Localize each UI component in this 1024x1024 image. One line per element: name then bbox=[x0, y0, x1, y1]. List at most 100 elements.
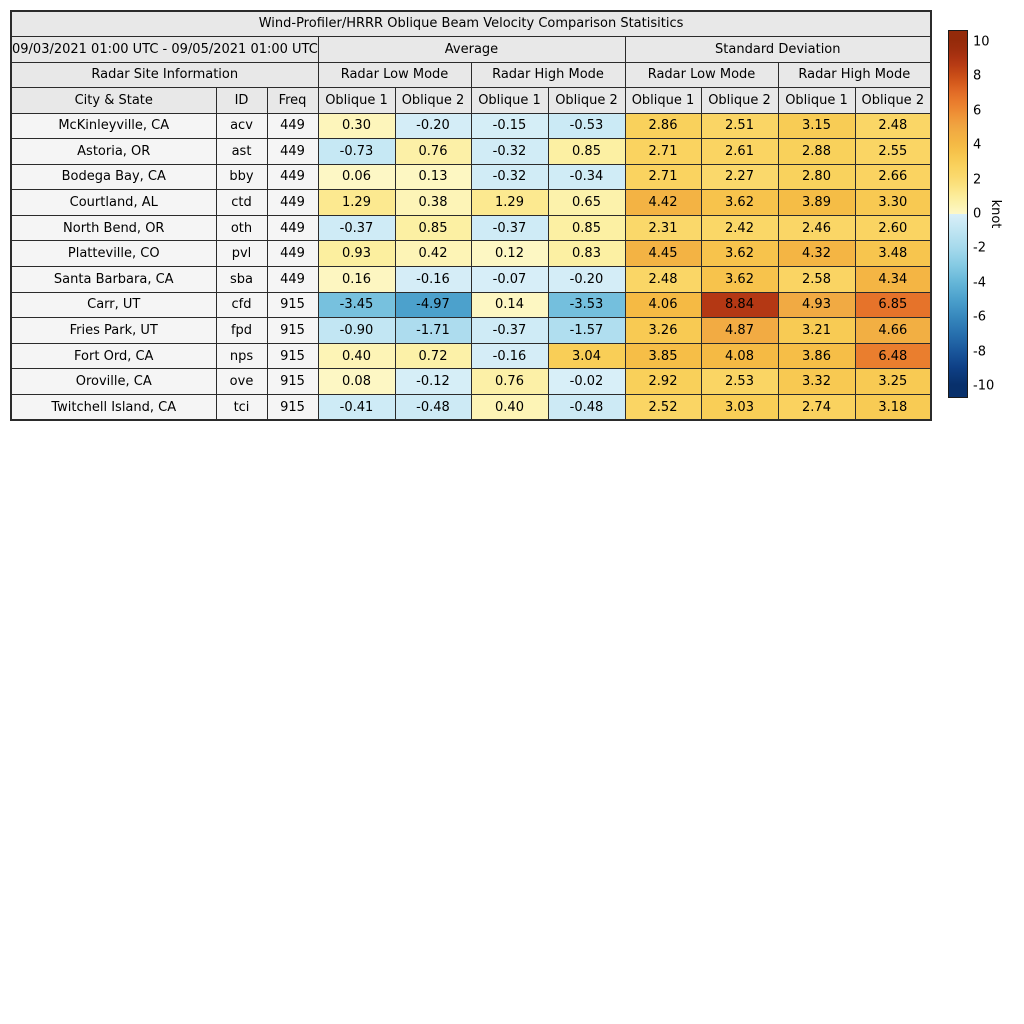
value-cell: -0.16 bbox=[394, 266, 472, 293]
value-cell: 0.85 bbox=[547, 138, 626, 165]
value-cell: 2.48 bbox=[854, 112, 932, 140]
value-cell: -0.73 bbox=[317, 138, 396, 165]
freq-cell: 915 bbox=[266, 394, 319, 421]
colorbar-tick-label: 8 bbox=[973, 68, 982, 84]
site-id-cell: bby bbox=[215, 163, 268, 191]
date-range: 09/03/2021 01:00 UTC - 09/05/2021 01:00 … bbox=[10, 35, 319, 63]
colorbar-unit-label: knot bbox=[988, 199, 1003, 229]
value-cell: 3.62 bbox=[700, 240, 779, 268]
value-cell: 0.83 bbox=[547, 240, 626, 268]
value-cell: 3.89 bbox=[777, 189, 856, 216]
value-cell: -3.45 bbox=[317, 291, 396, 319]
column-header-city-state: City & State bbox=[10, 86, 217, 114]
city-state-cell: Bodega Bay, CA bbox=[10, 163, 217, 191]
value-cell: 0.42 bbox=[394, 240, 472, 268]
value-cell: 2.48 bbox=[624, 266, 702, 293]
value-cell: 0.38 bbox=[394, 189, 472, 216]
value-cell: 4.08 bbox=[700, 342, 779, 370]
city-state-cell: Oroville, CA bbox=[10, 368, 217, 396]
value-cell: 6.85 bbox=[854, 291, 932, 319]
freq-cell: 449 bbox=[266, 266, 319, 293]
value-cell: 0.14 bbox=[470, 291, 549, 319]
value-cell: 3.04 bbox=[547, 342, 626, 370]
value-cell: 3.86 bbox=[777, 342, 856, 370]
value-cell: -3.53 bbox=[547, 291, 626, 319]
value-cell: 2.58 bbox=[777, 266, 856, 293]
table-row: Courtland, AL ctd 449 1.29 0.38 1.29 0.65 4.42 3… bbox=[10, 189, 932, 216]
table-row: Santa Barbara, CA sba 449 0.16 -0.16 -0.07 -0.… bbox=[10, 266, 932, 293]
value-cell: 0.65 bbox=[547, 189, 626, 216]
value-cell: 2.88 bbox=[777, 138, 856, 165]
colorbar-tick-label: -4 bbox=[973, 275, 986, 291]
value-cell: -0.02 bbox=[547, 368, 626, 396]
value-cell: 3.48 bbox=[854, 240, 932, 268]
value-cell: 2.92 bbox=[624, 368, 702, 396]
value-cell: -0.48 bbox=[394, 394, 472, 421]
value-cell: 0.76 bbox=[394, 138, 472, 165]
city-state-cell: Courtland, AL bbox=[10, 189, 217, 216]
group-header-sd-low-mode: Radar Low Mode bbox=[624, 61, 779, 88]
value-cell: -0.16 bbox=[470, 342, 549, 370]
colorbar-tick-label: -8 bbox=[973, 344, 986, 360]
table-row: Fort Ord, CA nps 915 0.40 0.72 -0.16 3.04 3.85 4… bbox=[10, 342, 932, 370]
colorbar-tick-label: -6 bbox=[973, 309, 986, 325]
city-state-cell: Astoria, OR bbox=[10, 138, 217, 165]
value-cell: 2.53 bbox=[700, 368, 779, 396]
table-row: McKinleyville, CA acv 449 0.30 -0.20 -0.15 -0.… bbox=[10, 112, 932, 140]
freq-cell: 449 bbox=[266, 163, 319, 191]
value-cell: 2.71 bbox=[624, 138, 702, 165]
freq-cell: 915 bbox=[266, 342, 319, 370]
column-header-oblique2: Oblique 2 bbox=[854, 86, 932, 114]
site-id-cell: sba bbox=[215, 266, 268, 293]
table-row: Astoria, OR ast 449 -0.73 0.76 -0.32 0.85 2.71 2… bbox=[10, 138, 932, 165]
city-state-cell: North Bend, OR bbox=[10, 214, 217, 242]
colorbar-tick-label: 0 bbox=[973, 206, 982, 222]
table-row: Fries Park, UT fpd 915 -0.90 -1.71 -0.37 -1.57… bbox=[10, 317, 932, 344]
city-state-cell: Fries Park, UT bbox=[10, 317, 217, 344]
value-cell: 0.72 bbox=[394, 342, 472, 370]
value-cell: -0.37 bbox=[317, 214, 396, 242]
group-header-avg-high-mode: Radar High Mode bbox=[470, 61, 626, 88]
value-cell: 0.30 bbox=[317, 112, 396, 140]
group-header-average: Average bbox=[317, 35, 626, 63]
value-cell: -0.20 bbox=[547, 266, 626, 293]
value-cell: 1.29 bbox=[470, 189, 549, 216]
value-cell: 2.61 bbox=[700, 138, 779, 165]
value-cell: -0.32 bbox=[470, 138, 549, 165]
freq-cell: 449 bbox=[266, 214, 319, 242]
table-title: Wind-Profiler/HRRR Oblique Beam Velocity… bbox=[10, 10, 932, 37]
value-cell: 2.46 bbox=[777, 214, 856, 242]
colorbar-gradient bbox=[948, 30, 968, 398]
city-state-cell: Platteville, CO bbox=[10, 240, 217, 268]
colorbar-tick-label: 2 bbox=[973, 172, 982, 188]
site-id-cell: tci bbox=[215, 394, 268, 421]
value-cell: 0.76 bbox=[470, 368, 549, 396]
value-cell: 2.71 bbox=[624, 163, 702, 191]
group-header-site-info: Radar Site Information bbox=[10, 61, 319, 88]
freq-cell: 449 bbox=[266, 138, 319, 165]
value-cell: 2.42 bbox=[700, 214, 779, 242]
site-id-cell: nps bbox=[215, 342, 268, 370]
value-cell: 3.15 bbox=[777, 112, 856, 140]
value-cell: 3.03 bbox=[700, 394, 779, 421]
freq-cell: 915 bbox=[266, 291, 319, 319]
colorbar-tick-label: -10 bbox=[973, 378, 995, 394]
value-cell: 4.93 bbox=[777, 291, 856, 319]
value-cell: 3.21 bbox=[777, 317, 856, 344]
site-id-cell: ctd bbox=[215, 189, 268, 216]
freq-cell: 915 bbox=[266, 317, 319, 344]
group-header-sd-high-mode: Radar High Mode bbox=[777, 61, 932, 88]
value-cell: 3.85 bbox=[624, 342, 702, 370]
column-header-oblique1: Oblique 1 bbox=[777, 86, 856, 114]
value-cell: 4.06 bbox=[624, 291, 702, 319]
value-cell: 2.66 bbox=[854, 163, 932, 191]
group-header-avg-low-mode: Radar Low Mode bbox=[317, 61, 472, 88]
value-cell: -0.48 bbox=[547, 394, 626, 421]
value-cell: 0.85 bbox=[547, 214, 626, 242]
value-cell: -0.37 bbox=[470, 317, 549, 344]
city-state-cell: Carr, UT bbox=[10, 291, 217, 319]
value-cell: 3.62 bbox=[700, 266, 779, 293]
column-header-oblique2: Oblique 2 bbox=[394, 86, 472, 114]
value-cell: 4.87 bbox=[700, 317, 779, 344]
